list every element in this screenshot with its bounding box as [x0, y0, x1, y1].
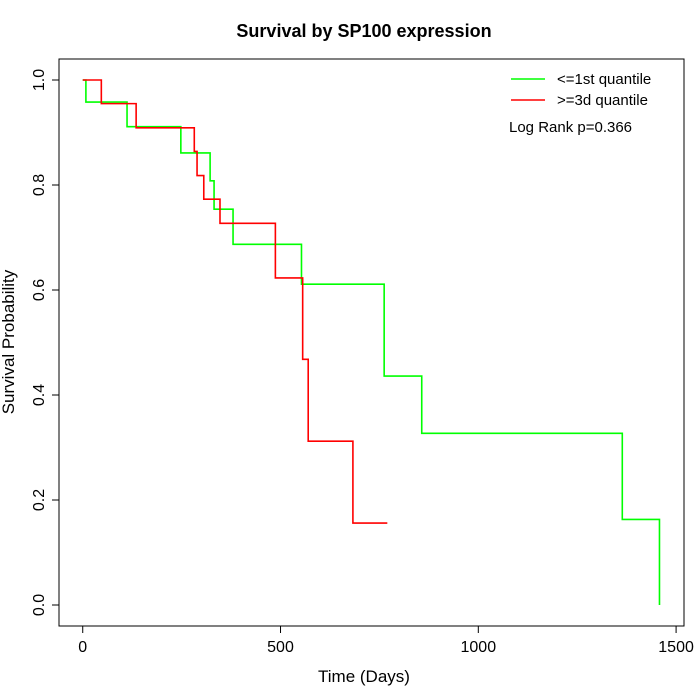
x-tick-label: 500	[267, 639, 294, 656]
survival-curve	[82, 79, 388, 524]
y-axis-label: Survival Probability	[0, 269, 18, 414]
y-tick-label: 0.2	[31, 489, 48, 511]
x-axis: 0 500 1000 1500	[78, 625, 694, 656]
survival-curve	[82, 79, 661, 605]
plot-frame	[58, 58, 685, 627]
log-rank-annotation: Log Rank p=0.366	[509, 119, 632, 136]
legend-label: <=1st quantile	[557, 71, 651, 88]
x-tick-label: 1500	[658, 639, 694, 656]
chart-title: Survival by SP100 expression	[236, 21, 491, 41]
legend-label: >=3d quantile	[557, 92, 648, 109]
y-tick-label: 0.4	[31, 384, 48, 406]
series-layer	[82, 79, 661, 605]
y-tick-label: 0.6	[31, 279, 48, 301]
x-tick-label: 0	[78, 639, 87, 656]
legend: <=1st quantile >=3d quantile	[511, 71, 651, 109]
x-axis-label: Time (Days)	[318, 667, 410, 686]
y-tick-label: 0.8	[31, 174, 48, 196]
x-tick-label: 1000	[461, 639, 497, 656]
y-tick-label: 1.0	[31, 69, 48, 91]
y-tick-label: 0.0	[31, 594, 48, 616]
y-axis: 0.0 0.2 0.4 0.6 0.8 1.0	[31, 69, 60, 616]
